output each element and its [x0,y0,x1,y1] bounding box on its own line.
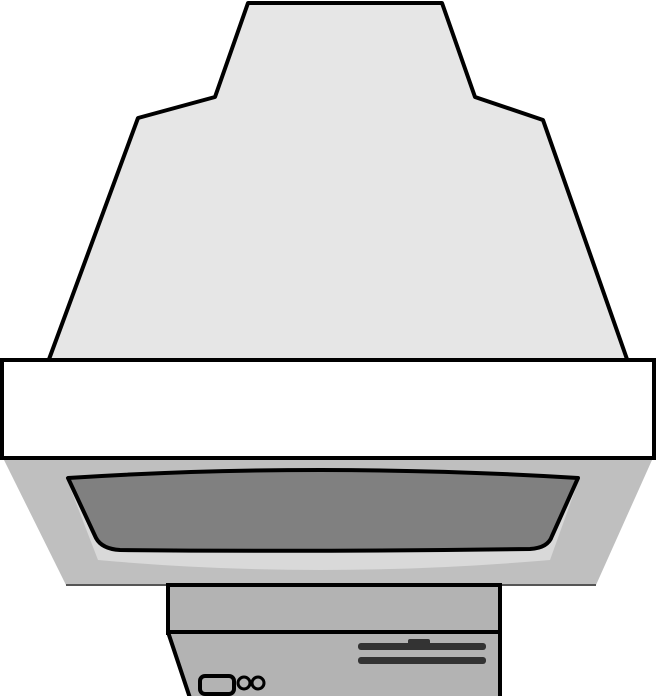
monitor-top-band [0,358,656,460]
monitor-back-shell [46,1,630,364]
connector-port-icon [198,674,236,696]
knob-icon-left [236,675,252,691]
knob-icon-right [250,675,266,691]
crt-screen [66,468,580,553]
vent-slot-top [358,643,486,650]
monitor-stand-neck [166,583,502,635]
vent-tab [408,639,430,645]
vent-slot-bottom [358,657,486,664]
